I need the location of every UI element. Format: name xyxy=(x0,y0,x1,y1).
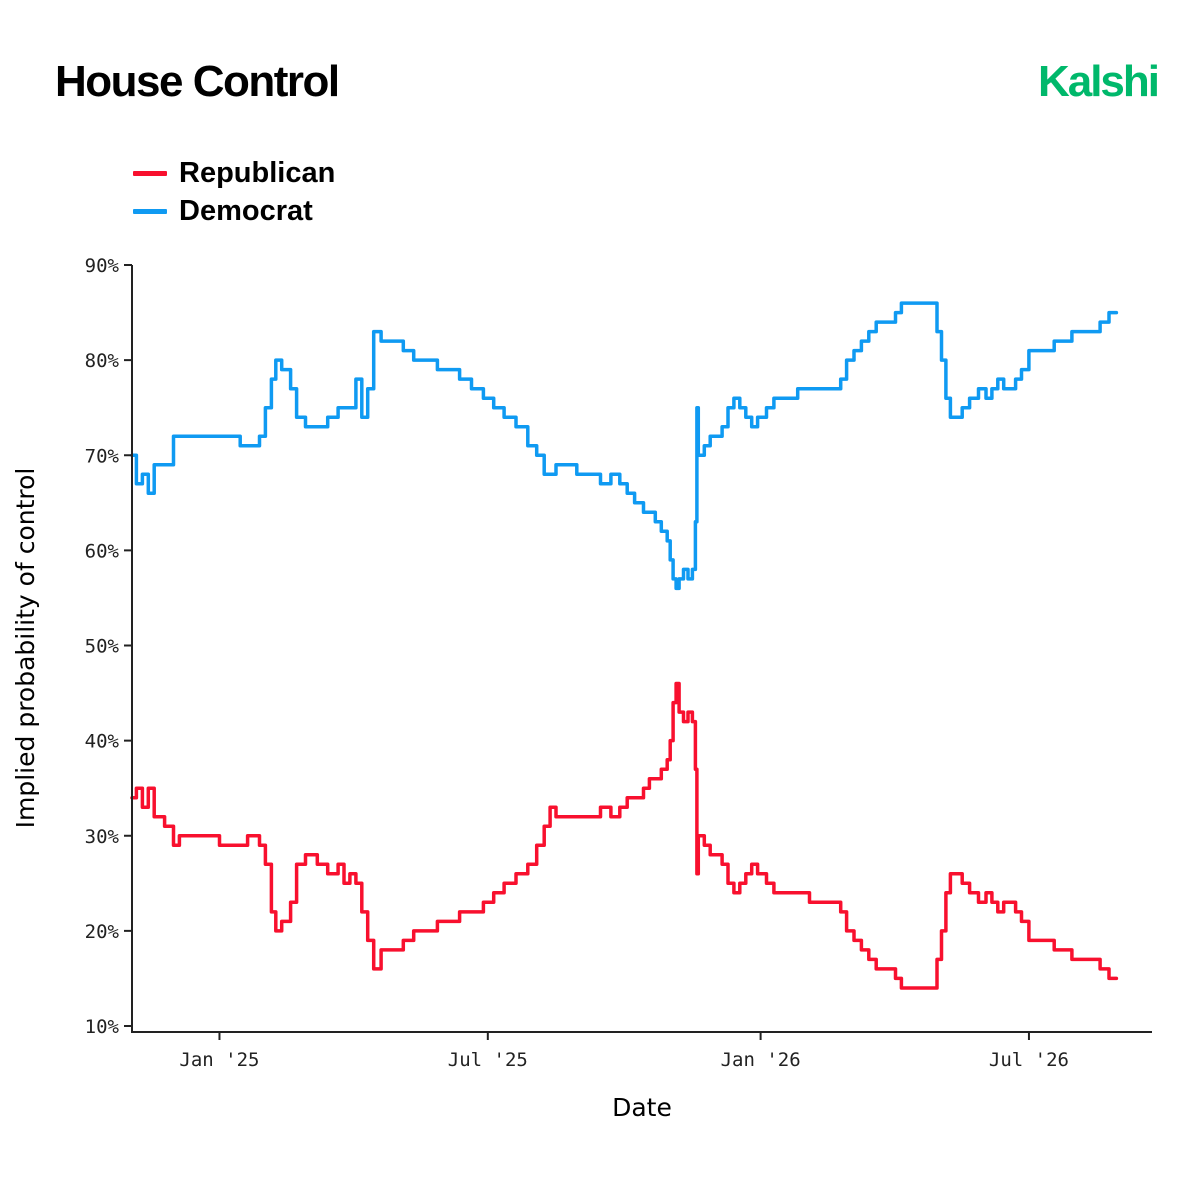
y-tick-label: 30% xyxy=(85,826,120,848)
legend-item-democrat: Democrat xyxy=(133,192,335,230)
legend-item-republican: Republican xyxy=(133,154,335,192)
x-tick-label: Jul '26 xyxy=(989,1049,1069,1071)
x-axis-ticks: Jan '25 Jul '25 Jan '26 Jul '26 xyxy=(179,1032,1069,1071)
y-tick-label: 20% xyxy=(85,921,120,943)
x-tick-label: Jul '25 xyxy=(448,1049,528,1071)
y-tick-label: 40% xyxy=(85,731,120,753)
legend-swatch-democrat xyxy=(133,208,167,214)
series-line-republican xyxy=(130,681,1119,990)
chart-legend: Republican Democrat xyxy=(133,154,335,230)
y-tick-label: 80% xyxy=(85,350,120,372)
y-axis-ticks: 10% 20% 30% 40% 50% 60% 70% 80% 90% xyxy=(85,255,132,1038)
chart-title: House Control xyxy=(55,57,340,106)
y-axis-title: Implied probability of control xyxy=(11,468,40,829)
series-line-democrat xyxy=(130,301,1119,591)
y-tick-label: 10% xyxy=(85,1016,120,1038)
y-tick-label: 50% xyxy=(85,636,120,658)
x-axis-title: Date xyxy=(612,1093,672,1122)
legend-swatch-republican xyxy=(133,170,167,176)
y-tick-label: 90% xyxy=(85,255,120,277)
legend-label-democrat: Democrat xyxy=(179,194,313,227)
x-tick-label: Jan '25 xyxy=(179,1049,259,1071)
legend-label-republican: Republican xyxy=(179,156,336,189)
y-tick-label: 70% xyxy=(85,445,120,467)
y-tick-label: 60% xyxy=(85,540,120,562)
kalshi-logo: Kalshi xyxy=(1037,57,1160,106)
x-tick-label: Jan '26 xyxy=(721,1049,801,1071)
axes-layer xyxy=(131,265,1152,1033)
series-layer xyxy=(130,301,1119,990)
